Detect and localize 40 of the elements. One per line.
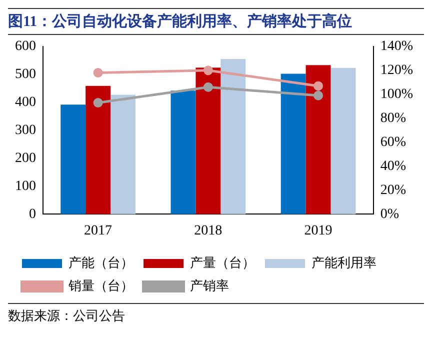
y-tick-label: 100 xyxy=(15,178,36,194)
y-tick-label: 400 xyxy=(15,95,36,110)
legend-label: 产能（台） xyxy=(68,254,134,270)
point xyxy=(93,98,103,108)
point xyxy=(314,90,324,100)
y-tick-label: 500 xyxy=(15,67,36,82)
x-tick-label: 2017 xyxy=(84,223,112,238)
point xyxy=(203,82,213,92)
y2-tick-label: 140% xyxy=(380,39,414,54)
bar xyxy=(306,65,331,214)
y2-tick-label: 60% xyxy=(380,134,406,150)
chart-title: 图11：公司自动化设备产能利用率、产销率处于高位 xyxy=(8,8,424,35)
bar xyxy=(280,74,306,214)
y2-tick-label: 120% xyxy=(380,63,414,78)
y2-tick-label: 20% xyxy=(380,182,406,198)
point xyxy=(314,81,324,91)
y2-tick-label: 100% xyxy=(380,87,414,102)
y2-tick-label: 80% xyxy=(380,110,406,126)
point xyxy=(203,66,213,76)
y-tick-label: 0 xyxy=(29,206,36,222)
bar xyxy=(330,68,356,214)
y-tick-label: 200 xyxy=(15,150,36,166)
source-note: 数据来源：公司公告 xyxy=(8,307,126,325)
legend-label: 产能利用率 xyxy=(312,254,376,270)
y-tick-label: 300 xyxy=(15,122,36,138)
bar xyxy=(196,68,221,214)
bar xyxy=(60,104,86,214)
legend-label: 产量（台） xyxy=(190,254,255,270)
bar xyxy=(110,94,136,214)
bar xyxy=(86,86,111,214)
legend-label: 产销率 xyxy=(190,278,229,293)
bar xyxy=(220,58,246,214)
bar xyxy=(170,90,196,214)
point xyxy=(93,68,103,78)
y2-tick-label: 0% xyxy=(380,206,400,222)
x-tick-label: 2018 xyxy=(194,223,222,238)
y-tick-label: 600 xyxy=(15,39,36,54)
legend-label: 销量（台） xyxy=(68,278,134,293)
y2-tick-label: 40% xyxy=(380,158,406,174)
x-tick-label: 2019 xyxy=(304,223,332,238)
